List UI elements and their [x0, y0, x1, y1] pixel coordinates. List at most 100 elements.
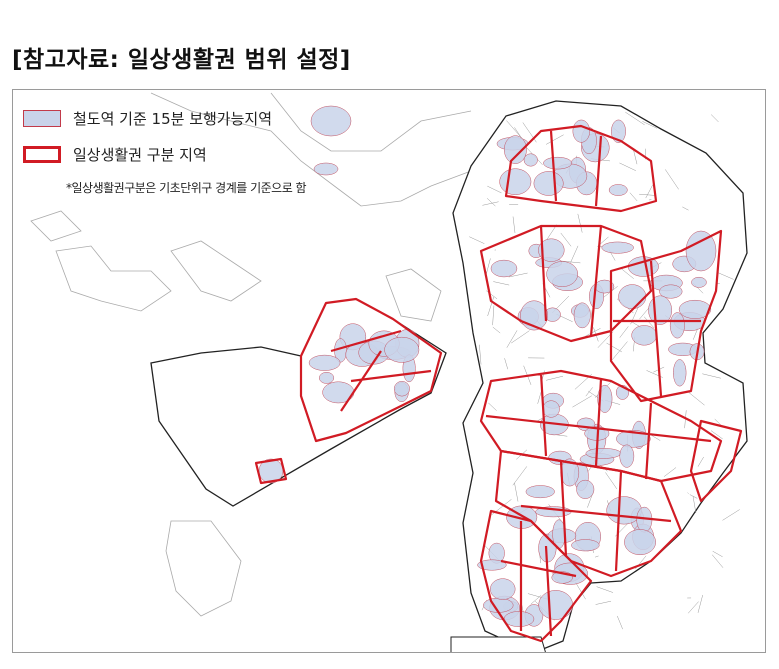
- street-line: [493, 281, 510, 286]
- walk-area: [546, 261, 579, 287]
- small-island: [385, 268, 442, 322]
- street-line: [572, 395, 592, 408]
- street-line: [639, 193, 656, 196]
- walk-area: [659, 284, 683, 299]
- walk-area: [523, 153, 538, 167]
- street-line: [596, 586, 614, 593]
- street-line: [643, 316, 655, 329]
- street-line: [712, 554, 724, 568]
- west-island: [150, 298, 447, 507]
- street-line: [469, 236, 485, 244]
- living-zone-borders: [254, 124, 743, 643]
- street-line: [710, 430, 723, 440]
- zone-north: [504, 124, 658, 213]
- street-line: [606, 342, 622, 353]
- street-line: [687, 492, 689, 494]
- street-line: [642, 121, 658, 129]
- walk-area: [538, 238, 565, 262]
- zone-east-lower: [689, 419, 743, 503]
- street-line: [632, 148, 638, 165]
- street-line: [663, 467, 677, 477]
- walk-area: [542, 400, 560, 418]
- street-line: [687, 601, 699, 614]
- walk-area: [499, 168, 532, 195]
- legend-item-walk-area: 철도역 기준 15분 보행가능지역: [23, 108, 272, 129]
- street-line: [648, 199, 652, 201]
- street-line: [512, 466, 528, 486]
- walk-area: [573, 302, 591, 329]
- map-legend: 철도역 기준 15분 보행가능지역 일상생활권 구분 지역: [23, 108, 272, 180]
- street-line: [629, 192, 638, 202]
- living-zone-swatch-icon: [23, 146, 61, 163]
- street-line: [570, 245, 579, 263]
- street-line: [504, 358, 509, 370]
- walk-area: [525, 485, 555, 499]
- street-line: [689, 494, 698, 499]
- street-line: [692, 327, 699, 340]
- map-canvas: [30, 92, 748, 652]
- walk-area: [616, 430, 651, 448]
- zone-north-west: [479, 224, 653, 343]
- walk-area: [572, 119, 590, 143]
- south-island: [165, 520, 242, 617]
- zone-south: [479, 509, 593, 643]
- walk-area: [490, 578, 516, 600]
- walk-area: [477, 559, 507, 571]
- zone-east-upper: [609, 229, 723, 403]
- walk-area: [310, 105, 352, 137]
- walk-area: [533, 171, 564, 196]
- street-line: [619, 326, 629, 338]
- walk-area: [490, 259, 518, 278]
- street-line: [595, 600, 612, 605]
- street-line: [575, 582, 586, 600]
- walk-area: [308, 354, 341, 371]
- zone-south-center: [494, 449, 683, 578]
- street-line: [508, 272, 528, 278]
- walk-area-swatch-icon: [23, 110, 61, 127]
- street-line: [718, 272, 734, 280]
- street-line: [621, 268, 634, 279]
- walk-area: [538, 590, 574, 620]
- walk-area: [393, 381, 410, 397]
- walk-area: [313, 162, 339, 176]
- walk-area: [624, 529, 656, 556]
- walk-area: [319, 371, 335, 384]
- walk-area: [503, 611, 535, 627]
- walk-area: [585, 448, 622, 459]
- street-line: [714, 418, 722, 426]
- street-line: [486, 198, 496, 207]
- street-line: [594, 555, 599, 558]
- street-line: [487, 185, 502, 194]
- legend-label: 일상생활권 구분 지역: [73, 146, 207, 164]
- walk-area: [611, 119, 626, 143]
- street-line: [625, 111, 645, 126]
- street-line: [488, 402, 497, 411]
- street-line: [492, 326, 501, 334]
- west-islands: [30, 210, 262, 312]
- walk-area: [384, 336, 420, 363]
- street-line: [577, 213, 583, 233]
- street-line: [506, 330, 518, 348]
- walk-area: [631, 325, 657, 346]
- street-line: [665, 169, 679, 190]
- street-line: [482, 201, 499, 206]
- legend-label: 철도역 기준 15분 보행가능지역: [73, 110, 272, 128]
- page-title: [참고자료: 일상생활권 범위 설정]: [12, 47, 351, 73]
- street-line: [697, 456, 704, 467]
- walk-area: [571, 539, 600, 552]
- street-line: [486, 290, 498, 300]
- legend-note: *일상생활권구분은 기초단위구 경계를 기준으로 함: [66, 181, 307, 195]
- walk-area: [673, 359, 687, 387]
- walk-area: [606, 496, 642, 525]
- street-line: [710, 114, 719, 123]
- walk-area: [608, 184, 628, 196]
- walk-area: [503, 135, 527, 164]
- south-pier: [450, 636, 546, 652]
- walk-area: [618, 284, 647, 309]
- street-line: [619, 162, 637, 171]
- street-line: [546, 375, 564, 381]
- street-line: [585, 387, 593, 397]
- walk-area: [543, 156, 572, 170]
- street-line: [487, 296, 494, 317]
- street-line: [605, 472, 618, 490]
